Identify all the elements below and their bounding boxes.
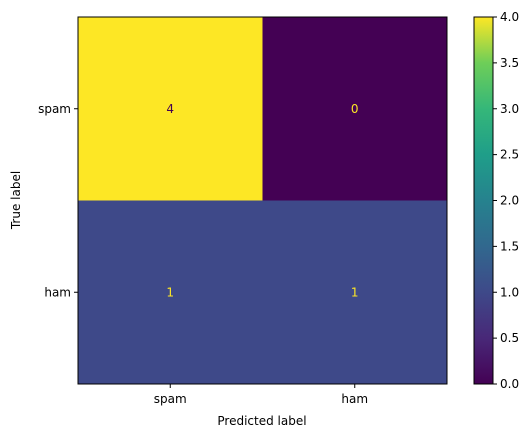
y-axis-ticks: spam ham — [38, 102, 78, 299]
colorbar-ticks: 0.0 0.5 1.0 1.5 2.0 2.5 3.0 3.5 4.0 — [493, 10, 519, 391]
colorbar-tick-label: 0.5 — [500, 331, 519, 345]
y-tick-label: spam — [38, 102, 71, 116]
colorbar — [473, 16, 494, 385]
y-tick-label: ham — [44, 285, 71, 299]
x-tick-label: ham — [341, 392, 368, 406]
heatmap-cells — [78, 17, 447, 384]
cell-value-label: 0 — [351, 102, 359, 116]
colorbar-tick-label: 1.0 — [500, 285, 519, 299]
heatmap-cell-spam-spam — [78, 17, 263, 201]
heatmap-cell-labels: 4 0 1 1 — [166, 102, 358, 300]
heatmap-cell-spam-ham — [262, 17, 447, 201]
colorbar-tick-label: 3.0 — [500, 102, 519, 116]
cell-value-label: 1 — [351, 285, 359, 299]
plot-frame — [77, 16, 448, 385]
colorbar-tick-label: 4.0 — [500, 10, 519, 24]
colorbar-tick-label: 1.5 — [500, 239, 519, 253]
colorbar-tick-label: 0.0 — [500, 377, 519, 391]
cell-value-label: 1 — [166, 285, 174, 299]
colorbar-tick-label: 2.5 — [500, 148, 519, 162]
colorbar-tick-label: 3.5 — [500, 56, 519, 70]
x-tick-label: spam — [154, 392, 187, 406]
cell-value-label: 4 — [166, 102, 174, 116]
colorbar-tick-label: 2.0 — [500, 194, 519, 208]
x-axis-ticks: spam ham — [154, 384, 368, 406]
heatmap-cell-ham-ham — [262, 200, 447, 384]
heatmap-cell-ham-spam — [78, 200, 263, 384]
y-axis-label: True label — [9, 171, 23, 230]
x-axis-label: Predicted label — [217, 414, 306, 428]
